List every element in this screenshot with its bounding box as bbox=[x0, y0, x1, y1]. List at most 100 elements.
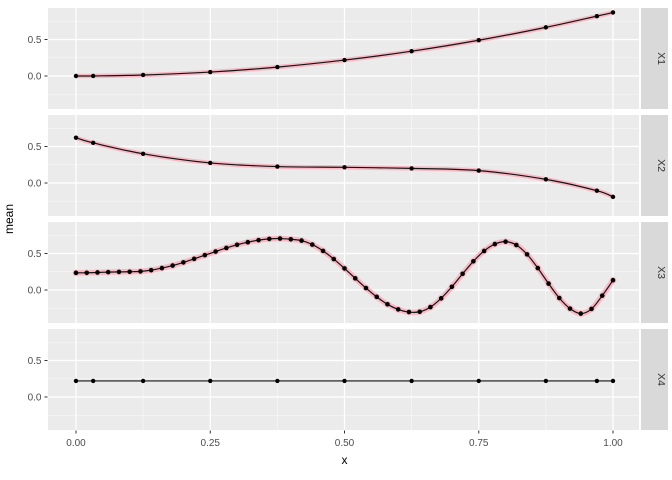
data-point bbox=[535, 265, 541, 271]
facet-strip-label-X4: X4 bbox=[655, 373, 667, 386]
data-point bbox=[73, 73, 79, 79]
y-axis-title: mean bbox=[2, 204, 16, 234]
data-point bbox=[73, 135, 79, 140]
data-point bbox=[543, 25, 549, 30]
data-point bbox=[90, 378, 96, 384]
facet-strip-label-X3: X3 bbox=[655, 266, 667, 279]
data-point bbox=[331, 256, 337, 262]
data-point bbox=[543, 177, 549, 182]
data-point bbox=[127, 269, 132, 275]
data-point bbox=[594, 378, 600, 384]
y-tick-label: 0.5 bbox=[28, 142, 42, 153]
data-point bbox=[140, 72, 146, 78]
data-point bbox=[342, 266, 347, 271]
data-point bbox=[406, 309, 412, 315]
data-point bbox=[148, 267, 154, 273]
data-point bbox=[409, 378, 414, 384]
data-point bbox=[567, 306, 573, 311]
y-tick-label: 0.5 bbox=[28, 356, 42, 367]
data-point bbox=[267, 236, 272, 242]
data-point bbox=[140, 151, 146, 156]
y-tick-label: 0.5 bbox=[28, 249, 42, 260]
data-point bbox=[208, 378, 213, 384]
data-point bbox=[543, 378, 549, 384]
data-point bbox=[374, 294, 380, 300]
data-point bbox=[299, 238, 304, 243]
facet-X2: X2 bbox=[48, 115, 668, 216]
facet-X1: X1 bbox=[48, 8, 668, 109]
data-point bbox=[409, 166, 414, 171]
data-point bbox=[594, 13, 600, 19]
facet-strip-label-X2: X2 bbox=[655, 159, 667, 172]
data-point bbox=[105, 269, 111, 275]
x-tick-label: 0.25 bbox=[201, 438, 221, 449]
data-point bbox=[438, 296, 444, 301]
data-point bbox=[275, 64, 280, 70]
data-point bbox=[170, 263, 175, 268]
x-tick-label: 0.50 bbox=[335, 438, 355, 449]
data-point bbox=[140, 378, 146, 384]
data-point bbox=[481, 248, 487, 254]
data-point bbox=[208, 160, 213, 166]
data-point bbox=[363, 285, 369, 291]
data-point bbox=[234, 242, 240, 248]
data-point bbox=[73, 270, 79, 276]
data-point bbox=[589, 306, 594, 312]
data-point bbox=[385, 302, 390, 307]
data-point bbox=[395, 307, 401, 312]
data-point bbox=[460, 271, 465, 277]
data-point bbox=[476, 38, 481, 43]
facet-strip-label-X1: X1 bbox=[655, 52, 667, 65]
data-point bbox=[514, 242, 519, 248]
data-point bbox=[245, 239, 251, 245]
data-point bbox=[73, 378, 79, 384]
data-point bbox=[275, 164, 280, 169]
data-point bbox=[449, 284, 455, 290]
data-point bbox=[256, 237, 261, 243]
data-point bbox=[557, 295, 562, 301]
data-point bbox=[95, 270, 100, 275]
data-point bbox=[428, 304, 433, 310]
data-point bbox=[503, 239, 508, 244]
data-point bbox=[309, 242, 315, 247]
data-point bbox=[409, 48, 414, 54]
data-point bbox=[610, 10, 616, 15]
facet-X3: X3 bbox=[48, 222, 668, 323]
x-tick-label: 0.00 bbox=[66, 438, 86, 449]
data-point bbox=[610, 277, 616, 283]
data-point bbox=[181, 260, 186, 265]
data-point bbox=[320, 248, 326, 254]
data-point bbox=[208, 69, 213, 75]
series-X4 bbox=[73, 378, 616, 384]
data-point bbox=[599, 293, 605, 298]
data-point bbox=[417, 309, 422, 315]
data-point bbox=[90, 140, 96, 146]
data-point bbox=[138, 269, 143, 274]
x-tick-label: 0.75 bbox=[469, 438, 489, 449]
y-tick-label: 0.0 bbox=[28, 179, 42, 190]
y-tick-label: 0.5 bbox=[28, 35, 42, 46]
series-X1 bbox=[73, 10, 616, 79]
facet-X4: X4 bbox=[48, 329, 668, 430]
data-point bbox=[288, 236, 294, 242]
data-point bbox=[578, 311, 584, 316]
facet-strip-X2 bbox=[641, 115, 668, 216]
axes-group: 0.0 0.5 0.0 0.5 0.0 0.5 0.0 0.5 0.00 0.25 0.50 0.75… bbox=[28, 35, 624, 449]
data-point bbox=[275, 378, 280, 384]
series-X2 bbox=[73, 135, 616, 200]
data-point bbox=[116, 269, 122, 275]
y-tick-label: 0.0 bbox=[28, 286, 42, 297]
panels-group: X1 X2 X3 X4 bbox=[48, 8, 668, 430]
data-point bbox=[524, 252, 530, 257]
facet-strip-X1 bbox=[641, 8, 668, 109]
x-tick-label: 1.00 bbox=[603, 438, 623, 449]
data-point bbox=[84, 270, 90, 276]
data-point bbox=[342, 57, 347, 63]
facet-strip-X3 bbox=[641, 222, 668, 323]
data-point bbox=[546, 281, 551, 286]
data-point bbox=[476, 378, 481, 384]
series-X3 bbox=[72, 235, 617, 317]
y-tick-label: 0.0 bbox=[28, 72, 42, 83]
